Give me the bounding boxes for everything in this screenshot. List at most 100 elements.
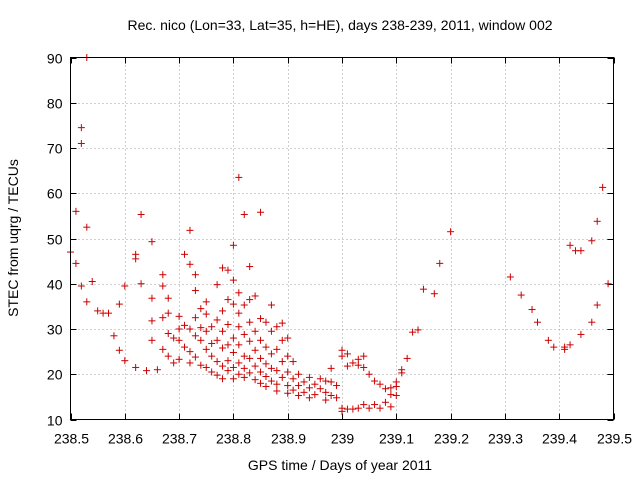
data-point (278, 373, 286, 381)
data-point (419, 285, 427, 293)
data-point (148, 336, 156, 344)
data-point (202, 345, 210, 353)
data-point (284, 334, 292, 342)
data-point (153, 366, 161, 374)
data-point (224, 341, 232, 349)
data-point (371, 377, 379, 385)
data-point (246, 263, 254, 271)
data-point (381, 398, 389, 406)
data-point (561, 343, 569, 351)
data-point (436, 259, 444, 267)
x-tick-label: 238.5 (54, 431, 89, 447)
data-point (267, 301, 275, 309)
data-point (305, 384, 313, 392)
data-point (251, 376, 259, 384)
data-point (164, 294, 172, 302)
data-point (208, 339, 216, 347)
data-point (164, 330, 172, 338)
data-point (229, 334, 237, 342)
data-point (137, 280, 145, 288)
data-point (219, 375, 227, 383)
data-point (219, 307, 227, 315)
data-point (240, 330, 248, 338)
data-point (267, 350, 275, 358)
data-point (273, 380, 281, 388)
data-point (224, 367, 232, 375)
data-point (322, 396, 330, 404)
data-point (181, 321, 189, 329)
data-point (338, 346, 346, 354)
data-point (83, 223, 91, 231)
data-point (202, 327, 210, 335)
y-axis-title: STEC from uqrg / TECUs (5, 159, 21, 317)
data-point (240, 373, 248, 381)
x-axis-title: GPS time / Days of year 2011 (248, 457, 432, 473)
data-point (235, 323, 243, 331)
data-point (322, 388, 330, 396)
data-point (208, 323, 216, 331)
data-point (267, 377, 275, 385)
data-point (338, 407, 346, 415)
data-point (110, 332, 118, 340)
data-point (224, 320, 232, 328)
data-point (121, 357, 129, 365)
data-point (213, 336, 221, 344)
data-point (170, 334, 178, 342)
data-point (251, 327, 259, 335)
data-point (327, 392, 335, 400)
data-point (246, 318, 254, 326)
data-point (371, 401, 379, 409)
data-point (246, 369, 254, 377)
data-point (202, 363, 210, 371)
data-point (300, 388, 308, 396)
data-point (202, 298, 210, 306)
data-point (550, 343, 558, 351)
data-point (175, 312, 183, 320)
data-point (170, 359, 178, 367)
data-point (533, 318, 541, 326)
data-point (72, 259, 80, 267)
data-point (224, 266, 232, 274)
data-point (343, 362, 351, 370)
data-point (316, 375, 324, 383)
data-point (311, 380, 319, 388)
data-point (229, 363, 237, 371)
data-point (213, 371, 221, 379)
data-point (197, 361, 205, 369)
x-tick-label: 239 (331, 431, 355, 447)
data-point (338, 352, 346, 360)
data-point (278, 319, 286, 327)
y-tick-label: 80 (47, 96, 63, 112)
data-point (289, 386, 297, 394)
data-point (191, 287, 199, 295)
data-point (235, 370, 243, 378)
data-point (175, 325, 183, 333)
data-point (257, 379, 265, 387)
x-tick-label: 239.5 (597, 431, 632, 447)
data-point (240, 211, 248, 219)
data-point (219, 344, 227, 352)
y-tick-label: 20 (47, 367, 63, 383)
data-point (143, 367, 151, 375)
data-point (593, 301, 601, 309)
data-point (588, 237, 596, 245)
data-point (300, 378, 308, 386)
data-point (235, 359, 243, 367)
data-point (181, 343, 189, 351)
data-point (132, 363, 140, 371)
data-point (343, 350, 351, 358)
data-point (208, 352, 216, 360)
data-point (208, 368, 216, 376)
data-point (229, 276, 237, 284)
data-point (191, 332, 199, 340)
data-point (191, 353, 199, 361)
data-point (284, 352, 292, 360)
data-point (295, 370, 303, 378)
data-point (365, 370, 373, 378)
data-point (273, 387, 281, 395)
data-point (311, 391, 319, 399)
data-point (159, 271, 167, 279)
x-tick-label: 239.1 (379, 431, 414, 447)
data-point (219, 327, 227, 335)
data-point (267, 327, 275, 335)
